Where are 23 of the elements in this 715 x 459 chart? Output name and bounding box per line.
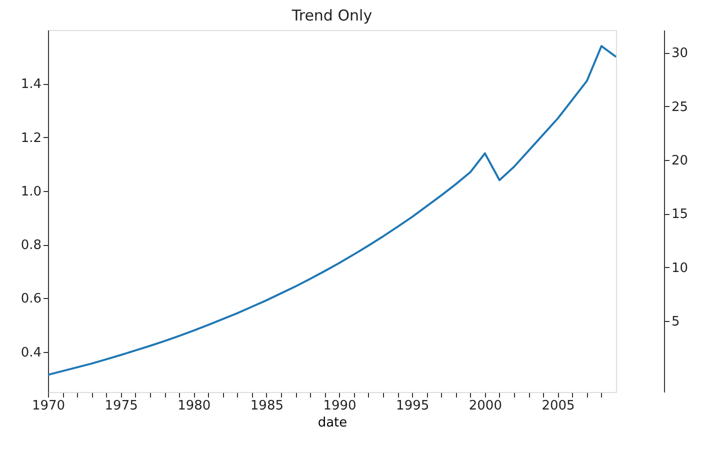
x-tick-label: 2000 [468,398,502,414]
y2-tick-label: 15 [672,207,688,222]
y-tick-label: 0.4 [20,345,42,360]
y-tick-label: 1.2 [20,130,42,146]
y2-tick-label: 20 [672,153,688,168]
y2-tick-label: 30 [672,46,688,62]
y-tick-label: 1.0 [20,184,42,200]
x-tick-label: 1975 [104,398,138,414]
line-series [47,45,617,376]
chart-title: Trend Only [290,6,372,24]
y2-tick-label: 10 [672,260,688,276]
x-tick-label: 1985 [250,398,284,414]
y2-tick-label: 25 [672,100,688,115]
x-tick-label: 1980 [178,398,211,414]
x-axis-title: date [318,416,348,430]
x-tick-label: 1990 [323,398,356,414]
y2-tick-label: 5 [672,314,680,330]
y-tick-label: 0.8 [20,238,42,254]
x-tick-label: 1995 [396,398,430,414]
x-tick-label: 1970 [32,398,66,414]
x-tick-label: 2005 [542,398,575,414]
y-tick-label: 0.6 [20,292,42,307]
y-tick-label: 1.4 [20,77,42,92]
